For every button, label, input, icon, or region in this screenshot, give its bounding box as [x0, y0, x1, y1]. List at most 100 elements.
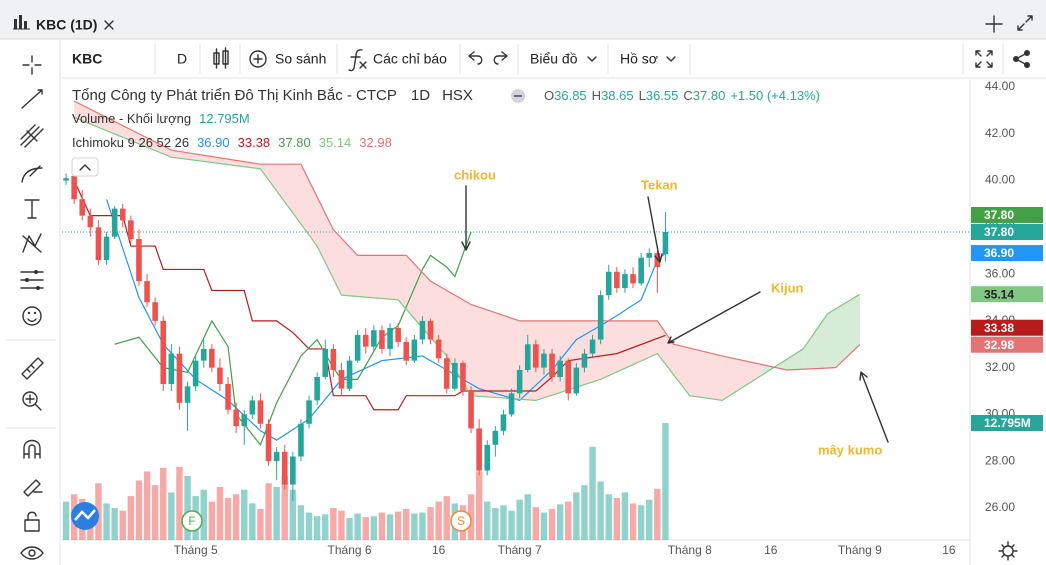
candle-body [103, 236, 110, 261]
ohlc-legend: O36.85 H38.65 L36.55 C37.80 +1.50 (+4.13%) [544, 88, 820, 103]
cloud-fill [406, 255, 431, 338]
candle-body [435, 339, 442, 359]
annotation-arrow [647, 196, 663, 263]
annotation: mây kumo [818, 442, 882, 457]
volume-bar [119, 510, 126, 540]
volume-bar [419, 512, 426, 540]
indicator-line [73, 180, 666, 411]
price-tag-label: 32.98 [984, 338, 1014, 352]
candle-body [217, 367, 223, 385]
tools[interactable] [6, 55, 56, 560]
event-marker[interactable]: S [450, 510, 472, 532]
volume-bar [637, 505, 645, 540]
redo[interactable] [493, 51, 508, 65]
fullscreen[interactable] [975, 50, 993, 68]
y-tick-label: 40.00 [985, 173, 1015, 187]
x-tick-label: Tháng 5 [174, 543, 218, 557]
volume-bar [565, 501, 572, 540]
volume-legend: Volume - Khối lượng 12.795M [72, 111, 250, 126]
candle-body [460, 362, 466, 392]
cloud-fill [471, 304, 520, 400]
profile-menu[interactable]: Hồ sơ [620, 51, 658, 67]
volume-bar [322, 514, 329, 540]
candle-body [192, 360, 199, 387]
x-tick-label: 16 [942, 543, 956, 557]
candle-type-icon[interactable] [213, 47, 229, 69]
candle-body [249, 400, 256, 415]
close-button[interactable] [104, 20, 114, 30]
compare-button[interactable]: So sánh [275, 51, 326, 67]
volume-bar [265, 483, 272, 540]
price-tag-label: 37.80 [984, 208, 1014, 222]
volume-bar [467, 494, 475, 540]
candle-body [427, 320, 434, 340]
candle-body [500, 414, 507, 431]
indicator-value: 37.80 [278, 135, 311, 150]
candle-body [557, 360, 563, 378]
price-tag [971, 207, 1043, 224]
symbol[interactable]: KBC [72, 51, 102, 67]
tab-bar [0, 0, 1046, 39]
interval[interactable]: D [177, 51, 187, 67]
collapse-legend[interactable] [71, 157, 99, 177]
candle-body [581, 353, 588, 368]
candle-body [152, 302, 158, 321]
y-tick-label: 26.00 [985, 500, 1015, 514]
cloud-fill [171, 150, 261, 169]
settings[interactable] [998, 541, 1018, 561]
volume-bar [330, 507, 337, 540]
annotation-arrow [667, 291, 761, 344]
volume-bar [111, 507, 118, 540]
volume-bar [135, 480, 143, 540]
candle-body [184, 386, 191, 403]
annotation-arrow [859, 371, 889, 443]
candle-body [354, 334, 361, 361]
y-tick-label: 42.00 [985, 126, 1015, 140]
candle-body [622, 274, 628, 289]
add-button[interactable] [985, 15, 1003, 33]
candle-body [605, 271, 612, 296]
volume-bar [370, 516, 378, 540]
legend-toggle[interactable] [511, 89, 525, 103]
cloud-fill [762, 359, 787, 375]
volume-label: Volume - Khối lượng [72, 111, 191, 126]
volume-bar [346, 518, 353, 540]
compare-icon[interactable] [249, 50, 267, 68]
x-tick-label: Tháng 7 [498, 543, 542, 557]
volume-bar [662, 423, 669, 540]
indicators-button[interactable]: Các chỉ báo [373, 51, 447, 67]
volume-bar [435, 501, 442, 540]
candle-body [387, 327, 393, 349]
cloud-fill [333, 229, 342, 296]
event-marker[interactable]: F [181, 510, 203, 532]
volume-bar [605, 494, 612, 540]
price-tag [971, 415, 1043, 431]
volume-bar [581, 485, 588, 540]
indicators-icon[interactable] [348, 49, 367, 72]
y-tick-label: 28.00 [985, 453, 1015, 467]
volume-bar [200, 489, 207, 540]
annotation: Kijun [771, 280, 804, 295]
share[interactable] [1013, 50, 1030, 68]
expand-button[interactable] [1017, 15, 1033, 31]
x-tick-label: Tháng 8 [668, 543, 712, 557]
candle-body [541, 353, 547, 368]
ohlc-key: O [544, 88, 554, 103]
volume-bar [241, 489, 248, 540]
candle-body [516, 369, 523, 394]
price-tag-label: 37.80 [984, 225, 1014, 239]
candle-body [371, 330, 377, 347]
chart-menu[interactable]: Biểu đồ [530, 51, 578, 67]
volume-bar [95, 483, 102, 540]
candle-body [281, 451, 288, 485]
candle-body [241, 414, 248, 427]
exchange-label: HSX [442, 87, 473, 104]
indicator-name: Ichimoku 9 26 52 26 [72, 135, 189, 150]
volume-bar [208, 501, 216, 540]
ohlc-value: 36.55 [646, 88, 679, 103]
candle-body [614, 271, 620, 289]
volume-bar [378, 512, 386, 540]
volume-bar [103, 503, 110, 540]
undo[interactable] [468, 51, 483, 65]
